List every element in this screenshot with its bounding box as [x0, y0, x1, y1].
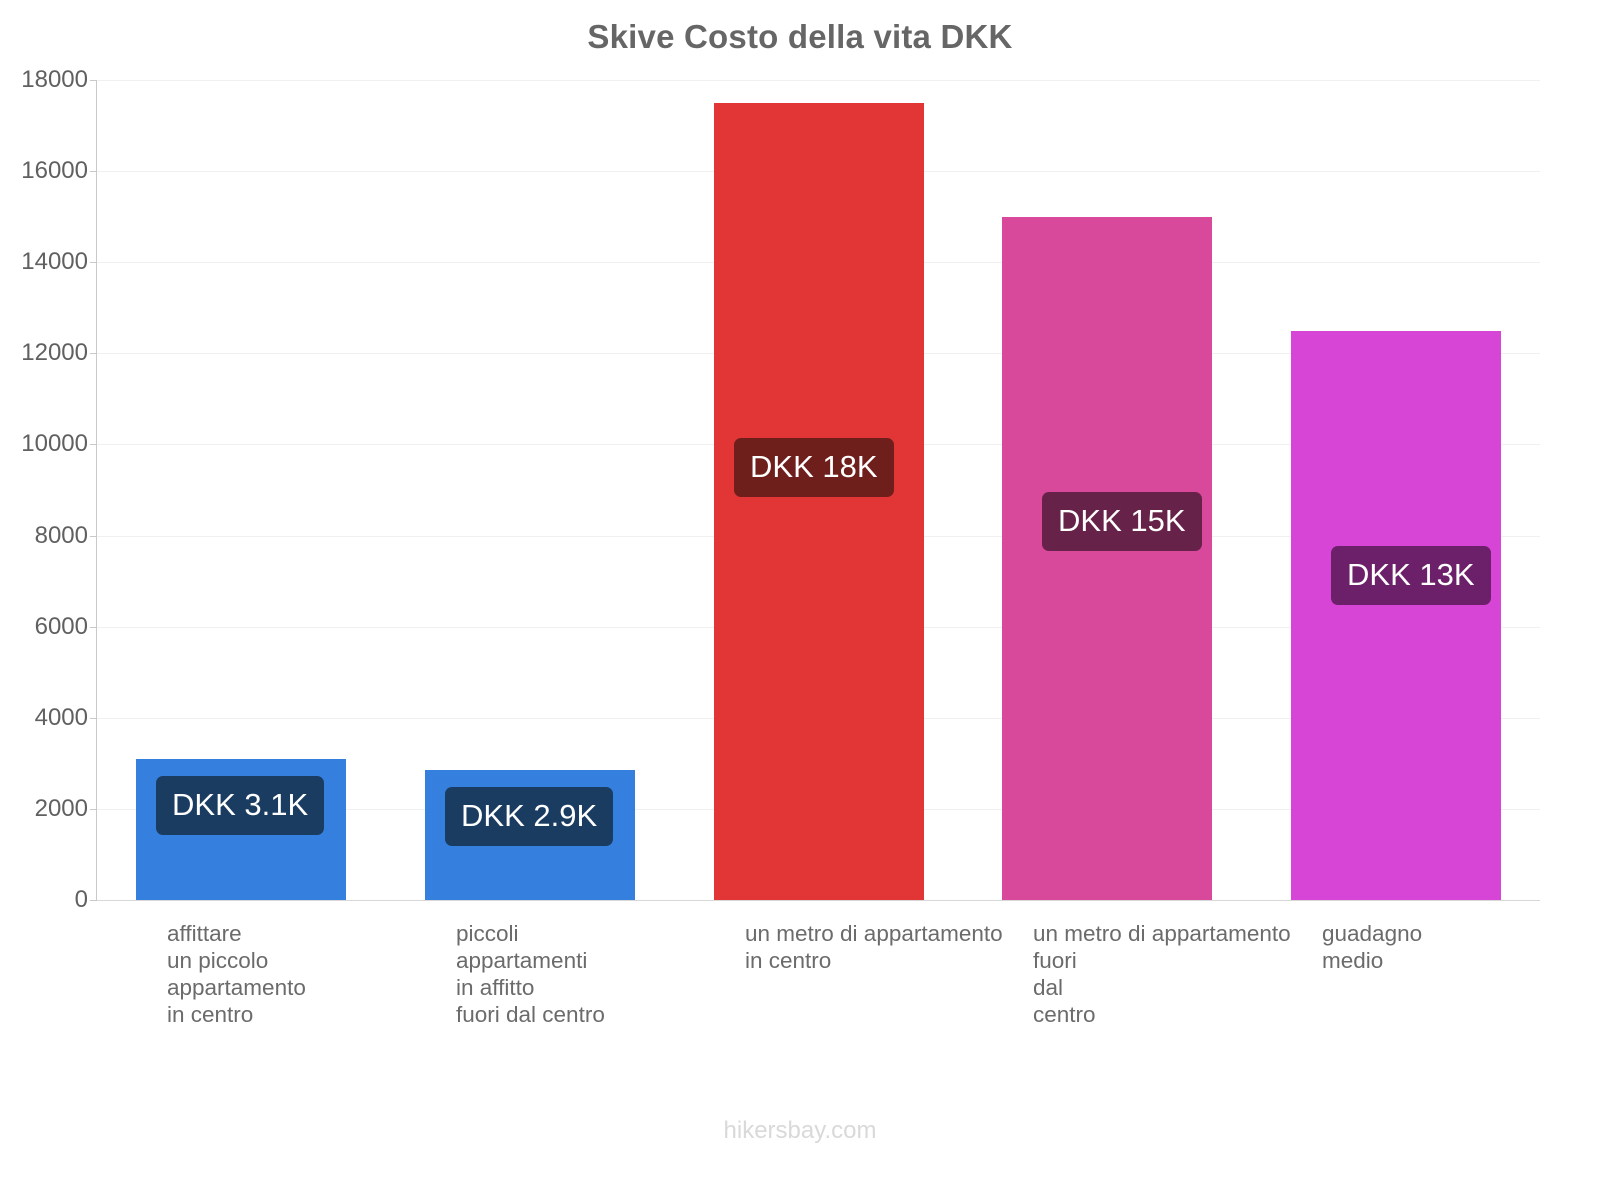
y-tick-label: 18000	[21, 66, 88, 93]
y-tick-label: 14000	[21, 248, 88, 276]
gridline	[97, 80, 1540, 81]
x-category-label: piccoli appartamenti in affitto fuori dal c…	[456, 920, 605, 1028]
bar-value-label: DKK 18K	[734, 437, 894, 497]
bar[interactable]	[714, 102, 924, 900]
x-category-label-line: piccoli	[456, 921, 519, 946]
bar-value-label: DKK 2.9K	[445, 787, 614, 847]
chart-title: Skive Costo della vita DKK	[587, 18, 1013, 55]
y-tick-mark	[90, 627, 97, 628]
x-category-label-line: affittare	[167, 921, 242, 946]
bar-value-label: DKK 13K	[1331, 545, 1491, 605]
x-category-label-line: centro	[1033, 1002, 1096, 1027]
y-tick-mark	[90, 900, 97, 901]
x-category-label-line: in centro	[745, 948, 832, 973]
y-tick-label: 2000	[34, 794, 88, 822]
bar-value-label: DKK 15K	[1042, 491, 1202, 551]
y-tick-mark	[90, 80, 97, 81]
x-category-label: un metro di appartamento fuori dal centro	[1033, 920, 1291, 1028]
y-tick-label: 16000	[21, 157, 88, 185]
y-tick-mark	[90, 536, 97, 537]
x-category-label-line: un piccolo	[167, 948, 269, 973]
y-axis-line	[96, 80, 97, 901]
x-category-label-line: un metro di appartamento	[745, 921, 1003, 946]
x-category-label-line: fuori dal centro	[456, 1002, 605, 1027]
y-tick-label: 4000	[34, 703, 88, 731]
y-tick-label: 8000	[34, 521, 88, 549]
x-category-label-line: in affitto	[456, 975, 535, 1000]
y-tick-mark	[90, 262, 97, 263]
x-category-label-line: guadagno	[1322, 921, 1423, 946]
x-category-label-line: dal	[1033, 975, 1064, 1000]
y-tick-label: 0	[74, 886, 88, 913]
y-tick-mark	[90, 171, 97, 172]
x-category-label-line: appartamento	[167, 975, 306, 1000]
y-tick-mark	[90, 444, 97, 445]
y-tick-label: 12000	[21, 339, 88, 367]
x-category-label-line: appartamenti	[456, 948, 588, 973]
x-category-label-line: in centro	[167, 1002, 254, 1027]
gridline	[97, 900, 1540, 901]
x-category-label: un metro di appartamento in centro	[745, 920, 1003, 974]
bar[interactable]	[1002, 216, 1212, 900]
y-tick-mark	[90, 809, 97, 810]
bar[interactable]	[1291, 330, 1501, 900]
y-tick-label: 10000	[21, 430, 88, 458]
y-tick-mark	[90, 718, 97, 719]
x-category-label: affittare un piccolo appartamento in centro	[167, 920, 306, 1028]
x-category-label-line: medio	[1322, 948, 1384, 973]
footer-watermark: hikersbay.com	[723, 1117, 877, 1144]
x-category-label: guadagno medio	[1322, 920, 1422, 974]
y-tick-label: 6000	[34, 612, 88, 640]
x-category-label-line: un metro di appartamento	[1033, 921, 1291, 946]
bar-value-label: DKK 3.1K	[156, 775, 325, 835]
plot-area: DKK 3.1K DKK 2.9K DKK 18K DKK 15K DKK 13K	[97, 80, 1540, 900]
y-tick-mark	[90, 353, 97, 354]
x-category-label-line: fuori	[1033, 948, 1077, 973]
